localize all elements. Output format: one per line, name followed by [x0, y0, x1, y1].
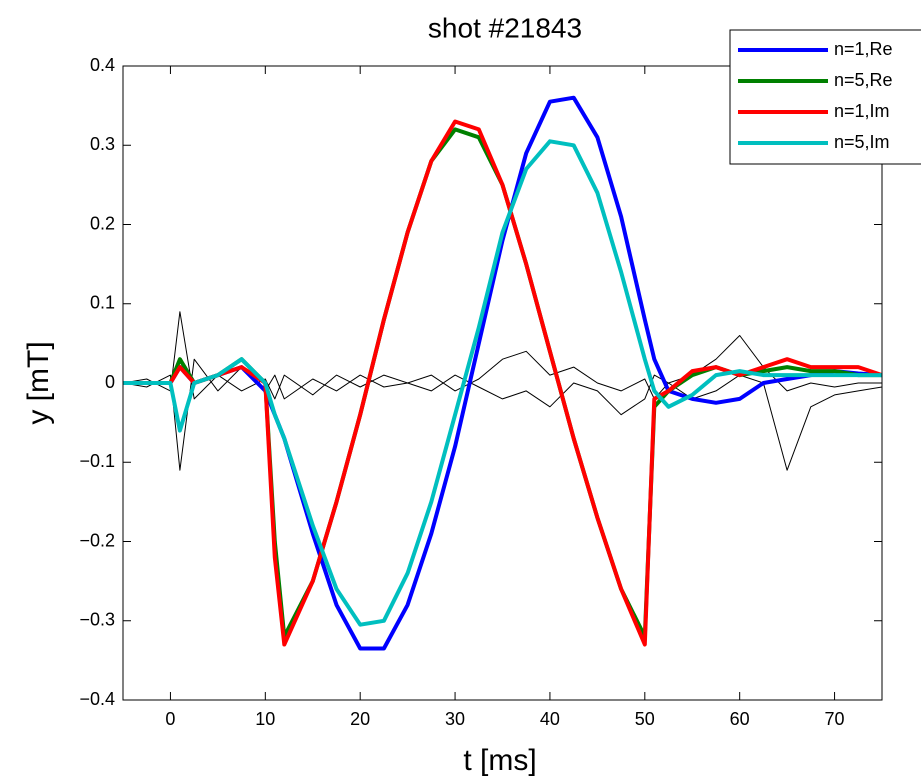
- axes-box: [122, 65, 883, 701]
- y-tick-label: −0.2: [79, 530, 115, 550]
- legend: n=1,Re n=5,Re n=1,Im n=5,Im: [729, 29, 921, 165]
- x-tick-label: 50: [635, 709, 655, 729]
- series-line: [123, 139, 882, 627]
- legend-label: n=5,Re: [834, 70, 893, 90]
- x-tick-label: 40: [540, 709, 560, 729]
- y-tick-label: 0: [105, 372, 115, 392]
- x-tick-label: 60: [730, 709, 750, 729]
- trace-line: [123, 311, 882, 400]
- x-tick-label: 10: [255, 709, 275, 729]
- y-axis-label: y [mT]: [22, 341, 55, 424]
- plot-area: 0 10 20 30 40 50 60 70 −0.4 −0.3 −0.2 −0.1 0 0.1 0.2 0.…: [79, 55, 883, 729]
- y-tick-label: 0.2: [90, 213, 115, 233]
- legend-label: n=1,Re: [834, 39, 893, 59]
- x-tick-label: 20: [350, 709, 370, 729]
- y-tick-label: 0.1: [90, 293, 115, 313]
- y-tick-label: −0.3: [79, 610, 115, 630]
- legend-label: n=1,Im: [834, 101, 890, 121]
- x-axis-label: t [ms]: [463, 744, 536, 777]
- x-tick-label: 30: [445, 709, 465, 729]
- y-tick-label: −0.1: [79, 451, 115, 471]
- x-tick-label: 70: [825, 709, 845, 729]
- y-tick-label: −0.4: [79, 689, 115, 709]
- legend-label: n=5,Im: [834, 132, 890, 152]
- x-tick-label: 0: [165, 709, 175, 729]
- y-tick-label: 0.4: [90, 55, 115, 75]
- y-tick-label: 0.3: [90, 134, 115, 154]
- lines: [123, 95, 882, 651]
- chart-title: shot #21843: [428, 12, 582, 43]
